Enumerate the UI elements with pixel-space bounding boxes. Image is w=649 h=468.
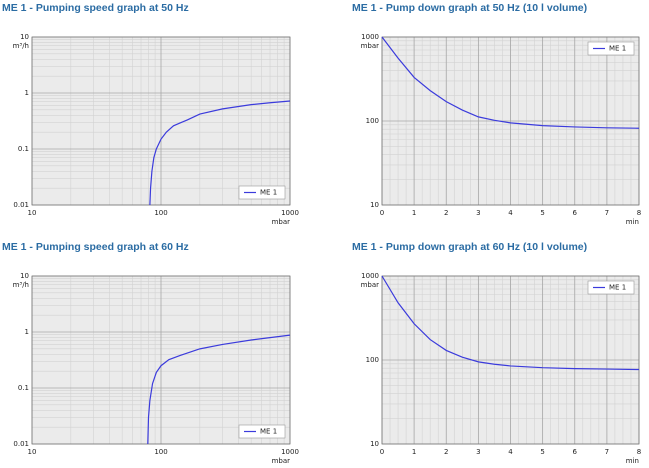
data-line [149,100,291,206]
y-tick-label: 10 [20,272,29,280]
x-tick-label: 10 [28,209,37,217]
y-tick-label: 1000 [361,272,379,280]
data-line [147,334,291,445]
y-tick-label: 10 [370,201,379,209]
plot-frame [381,275,640,445]
legend-box [238,424,286,439]
data-line [381,36,640,129]
x-tick-label: 1 [412,209,416,217]
x-tick-label: 7 [605,448,609,456]
chart-title: ME 1 - Pumping speed graph at 50 Hz [2,2,189,14]
plot-frame [381,36,640,206]
x-tick-label: 100 [154,209,167,217]
chart-title: ME 1 - Pumping speed graph at 60 Hz [2,241,189,253]
x-tick-label: 0 [380,448,384,456]
x-tick-label: 1000 [281,448,299,456]
y-tick-label: 0.01 [13,440,29,448]
y-tick-label: 0.01 [13,201,29,209]
data-line [381,275,640,371]
x-tick-label: 6 [573,209,578,217]
x-tick-label: 5 [540,209,544,217]
x-tick-label: 8 [637,448,641,456]
legend-label: ME 1 [609,45,626,53]
x-tick-label: 4 [508,209,513,217]
y-axis-label: mbar [361,42,380,50]
plot-frame [31,36,291,206]
y-tick-label: 1 [25,89,29,97]
y-axis-label: mbar [361,281,380,289]
x-tick-label: 6 [573,448,578,456]
x-tick-label: 2 [444,209,448,217]
x-tick-label: 1000 [281,209,299,217]
x-tick-label: 8 [637,209,641,217]
x-tick-label: 4 [508,448,513,456]
x-axis-label: mbar [272,457,291,465]
x-tick-label: 3 [476,209,480,217]
x-axis-label: mbar [272,218,291,226]
y-axis-label: m³/h [13,42,29,50]
x-tick-label: 7 [605,209,609,217]
x-tick-label: 2 [444,448,448,456]
x-tick-label: 3 [476,448,480,456]
x-tick-label: 5 [540,448,544,456]
chart-title: ME 1 - Pump down graph at 50 Hz (10 l vo… [352,2,587,14]
y-tick-label: 100 [366,117,379,125]
legend-box [587,41,635,56]
legend-label: ME 1 [609,284,626,292]
y-axis-label: m³/h [13,281,29,289]
x-axis-label: min [626,457,639,465]
legend-label: ME 1 [260,428,277,436]
x-axis-label: min [626,218,639,226]
chart-title: ME 1 - Pump down graph at 60 Hz (10 l vo… [352,241,587,253]
x-tick-label: 100 [154,448,167,456]
y-tick-label: 1000 [361,33,379,41]
x-tick-label: 1 [412,448,416,456]
legend-box [238,185,286,200]
y-tick-label: 0.1 [18,145,29,153]
y-tick-label: 1 [25,328,29,336]
x-tick-label: 10 [28,448,37,456]
legend-box [587,280,635,295]
plot-frame [31,275,291,445]
x-tick-label: 0 [380,209,384,217]
legend-label: ME 1 [260,189,277,197]
y-tick-label: 10 [20,33,29,41]
y-tick-label: 0.1 [18,384,29,392]
y-tick-label: 100 [366,356,379,364]
y-tick-label: 10 [370,440,379,448]
